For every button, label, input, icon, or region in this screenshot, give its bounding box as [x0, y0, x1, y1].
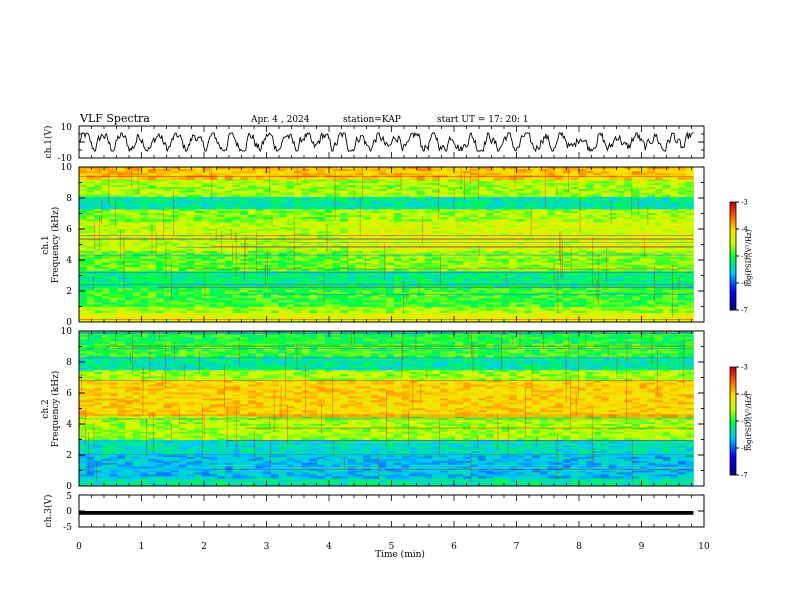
ch2-spectrogram-panel: 0 2 4 6 8 10 ch.2 Frequency (kHz): [41, 327, 705, 492]
time-tick-label: 9: [639, 542, 645, 552]
spec2-band-6: [79, 357, 694, 371]
spec1-band-2: [79, 287, 694, 307]
cbar1-tick-label: -7: [741, 307, 748, 315]
spec2-band-0: [79, 478, 694, 487]
time-tick-label: 0: [76, 542, 82, 552]
spec2-band-2: [79, 439, 694, 456]
time-axis: 0 1 2 3 4 5 6 7 8 9 10: [76, 126, 710, 552]
ch3-waveform-line: [79, 511, 694, 515]
ch1-ytick-top: 10: [61, 123, 73, 133]
ch2-colorbar: -3 -4 -5 -6 -7: [729, 364, 748, 480]
spec2-band-1: [79, 455, 694, 479]
start-time-label: start UT = 17: 20: 1: [437, 115, 529, 125]
time-tick-label: 7: [514, 542, 520, 552]
ch1-ylabel-line1: ch.1: [41, 235, 51, 254]
ch3-ytick-bottom: -5: [63, 523, 72, 533]
ch1-waveform-ylabel: ch.1(V): [43, 126, 54, 159]
station-label: station=KAP: [343, 115, 401, 125]
figure-title: VLF Spectra: [79, 112, 150, 125]
ch1-colorbar: -3 -4 -5 -6 -7: [729, 199, 748, 315]
ch3-waveform-panel: 5 0 -5 ch.3(V): [43, 492, 705, 533]
spec1-band-6: [79, 208, 694, 222]
cbar1-tick-label: -4: [741, 226, 748, 234]
time-axis-label: Time (min): [375, 549, 425, 560]
spec1-band-0: [79, 312, 694, 323]
time-tick-label: 4: [326, 542, 332, 552]
cbar2-tick-label: -6: [741, 445, 748, 453]
time-tick-label: 1: [139, 542, 145, 552]
spec2-band-3: [79, 416, 694, 440]
spec1-ytick-label: 0: [66, 318, 72, 328]
spec1-band-8: [79, 179, 694, 197]
spec2-ytick-label: 2: [66, 451, 72, 461]
spec2-band-8: [79, 331, 694, 344]
spec2-ytick-label: 0: [66, 482, 72, 492]
time-tick-label: 3: [264, 542, 270, 552]
spec2-ytick-label: 4: [66, 420, 72, 430]
cbar2-tick-label: -3: [741, 364, 748, 372]
spec1-band-9: [79, 167, 694, 180]
time-tick-label: 8: [576, 542, 582, 552]
ch3-ytick-mid: 0: [66, 507, 72, 517]
spec2-ytick-label: 6: [66, 389, 72, 399]
spec2-ytick-label: 10: [61, 327, 73, 337]
date-label: Apr. 4 , 2024: [250, 115, 310, 125]
ch2-ylabel-line2: Frequency (kHz): [50, 371, 61, 448]
spec1-band-1: [79, 306, 694, 314]
ch2-colorbar-label: log(PSD)(V²/Hz): [745, 393, 753, 450]
spec2-ytick-label: 8: [66, 358, 72, 368]
spec1-ytick-label: 6: [66, 225, 72, 235]
cbar1-tick-label: -3: [741, 199, 748, 207]
cbar2-tick-label: -7: [741, 472, 748, 480]
ch3-waveform-ylabel: ch.3(V): [43, 495, 54, 528]
time-tick-label: 10: [698, 542, 710, 552]
time-tick-label: 2: [201, 542, 207, 552]
time-tick-label: 5: [389, 542, 395, 552]
spec1-ytick-label: 10: [61, 163, 73, 173]
spec2-band-7: [79, 343, 694, 358]
spec1-hlines: [79, 176, 694, 320]
ch1-ytick-bottom: -10: [58, 154, 73, 164]
cbar1-tick-label: -5: [741, 253, 748, 261]
cbar2-tick-label: -5: [741, 418, 748, 426]
ch3-ytick-top: 5: [66, 492, 72, 502]
cbar2-tick-label: -4: [741, 391, 748, 399]
ch1-waveform-line: [78, 131, 694, 153]
ch1-spectrogram-panel: 0 2 4 6 8 10 ch.1 Frequency (kHz): [41, 163, 705, 328]
spec2-band-4: [79, 380, 694, 417]
spec2-band-5: [79, 369, 694, 381]
spec1-ytick-label: 4: [66, 256, 72, 266]
ch1-ylabel-line2: Frequency (kHz): [50, 207, 61, 284]
ch1-waveform-panel: 10 -10 ch.1(V): [43, 123, 705, 164]
spec1-ytick-label: 2: [66, 287, 72, 297]
spec1-streaks: [93, 167, 680, 318]
cbar1-tick-label: -6: [741, 280, 748, 288]
time-tick-label: 6: [451, 542, 457, 552]
spec1-band-5: [79, 221, 694, 252]
spec1-ytick-label: 8: [66, 194, 72, 204]
ch1-colorbar-label: log(PSD)(V²/Hz): [745, 229, 753, 286]
spec1-band-4: [79, 250, 694, 272]
spec1-band-7: [79, 196, 694, 210]
ch2-ylabel-line1: ch.2: [41, 399, 51, 418]
